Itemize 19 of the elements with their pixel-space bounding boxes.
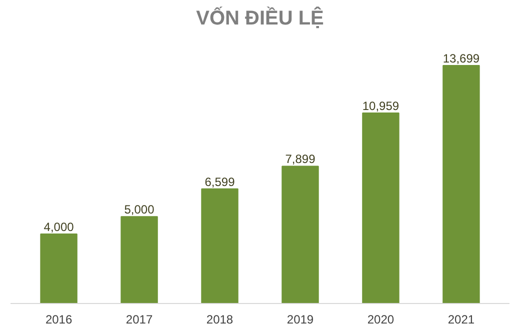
bar xyxy=(120,216,158,304)
x-tick-label: 2018 xyxy=(206,312,234,326)
bar xyxy=(201,188,238,304)
data-label: 7,899 xyxy=(285,152,316,166)
x-tick-label: 2019 xyxy=(286,312,314,326)
data-label: 6,599 xyxy=(204,174,236,189)
x-tick-label: 2016 xyxy=(45,312,72,326)
bar xyxy=(442,64,480,304)
data-label: 13,699 xyxy=(442,51,480,66)
bar xyxy=(282,166,319,304)
data-label: 4,000 xyxy=(44,220,74,234)
bar xyxy=(362,112,400,304)
chart-title: VỐN ĐIỀU LỆ xyxy=(196,6,324,30)
data-label: 10,959 xyxy=(362,99,400,114)
bar xyxy=(40,233,78,304)
data-label: 5,000 xyxy=(124,202,155,217)
x-tick-label: 2017 xyxy=(126,312,153,326)
x-tick-label: 2020 xyxy=(367,312,394,326)
x-tick-label: 2021 xyxy=(448,312,475,326)
